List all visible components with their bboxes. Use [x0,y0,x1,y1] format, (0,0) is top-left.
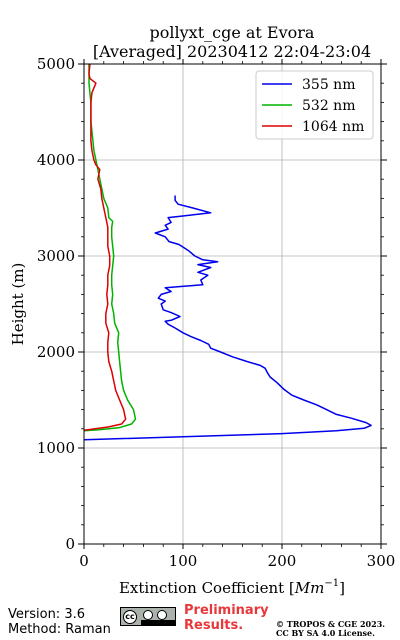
x-tick-label: 0 [79,552,89,570]
version-text: Version: 3.6 [8,607,85,622]
legend-label: 1064 nm [302,119,364,135]
x-axis-label-close: ] [339,579,345,597]
preliminary-line-1: Preliminary [184,603,269,618]
y-tick-label: 3000 [37,247,75,265]
chart-subtitle: [Averaged] 20230412 22:04-23:04 [93,42,371,61]
copyright-line-2: CC BY SA 4.0 License. [276,628,375,638]
copyright-line-1: © TROPOS & CGE 2023. [276,619,386,629]
y-axis-label: Height (m) [9,263,27,346]
cc-badge-strip [141,620,175,625]
plot-frame [83,63,382,545]
x-axis-label: Extinction Coefficient [Mm−1] [119,578,345,597]
series-line-355-nm [84,195,372,441]
method-text: Method: Raman [8,622,111,637]
cc-sa-icon [157,610,167,620]
y-tick-label: 4000 [37,151,75,169]
preliminary-line-2: Results. [184,618,244,633]
legend-label: 532 nm [302,98,355,114]
cc-by-sa-license-icon: cc [120,607,176,626]
x-axis-label-text: Extinction Coefficient [ [119,579,295,597]
x-axis-label-unit: Mm [294,579,325,597]
legend: 355 nm 532 nm 1064 nm [255,70,374,140]
cc-by-icon [143,610,153,620]
series-line-1064-nm [84,64,127,431]
chart-title: pollyxt_cge at Evora [150,23,315,42]
x-axis-label-exponent: −1 [324,578,339,589]
series-lines [84,64,372,441]
x-tick-label: 300 [367,552,396,570]
y-tick-label: 5000 [37,55,75,73]
legend-label: 355 nm [302,77,355,93]
x-tick-label: 200 [268,552,297,570]
preliminary-results-notice: Preliminary Results. [184,603,269,633]
y-tick-label: 0 [65,535,75,553]
legend-box [255,70,374,140]
extinction-profile-chart: pollyxt_cge at Evora [Averaged] 20230412… [9,23,396,597]
series-line-532-nm [84,64,137,432]
y-tick-label: 1000 [37,439,75,457]
x-tick-label: 100 [169,552,198,570]
copyright-notice: © TROPOS & CGE 2023. CC BY SA 4.0 Licens… [276,620,385,638]
y-tick-label: 2000 [37,343,75,361]
cc-badge-label: cc [123,610,137,624]
grid-lines [84,64,381,544]
